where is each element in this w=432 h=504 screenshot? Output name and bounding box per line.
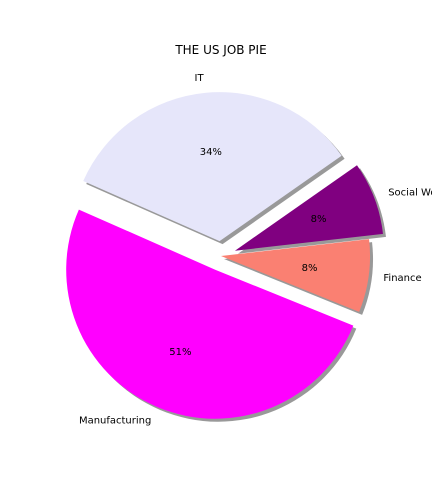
- pie-slice-it: [83, 92, 342, 242]
- pie-slices: [66, 92, 383, 419]
- slice-label-manufacturing: Manufacturing: [79, 416, 151, 427]
- slice-label-finance: Finance: [383, 273, 421, 284]
- pie-labels: IT 34% Manufacturing 51% Finance 8% Social Wor…: [79, 73, 432, 427]
- pie-slice-manufacturing: [66, 209, 354, 419]
- slice-percent-it: 34%: [200, 147, 222, 158]
- pie-slice-finance: [221, 239, 370, 312]
- slice-percent-finance: 8%: [302, 263, 318, 274]
- slice-percent-manufacturing: 51%: [169, 347, 191, 358]
- chart-title: THE US JOB PIE: [174, 43, 266, 57]
- pie-slice-social-workers: [234, 165, 383, 251]
- slice-label-it: IT: [195, 73, 205, 84]
- slice-label-social-workers: Social Workers: [388, 188, 432, 199]
- slice-percent-social-workers: 8%: [311, 214, 327, 225]
